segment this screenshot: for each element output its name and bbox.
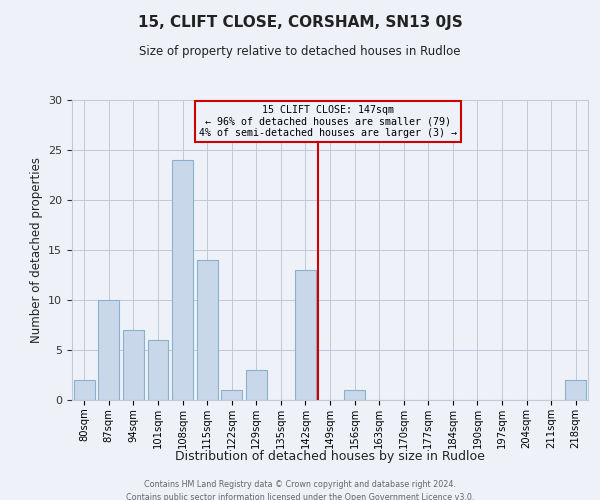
Bar: [295, 270, 316, 400]
Text: Contains HM Land Registry data © Crown copyright and database right 2024.: Contains HM Land Registry data © Crown c…: [144, 480, 456, 489]
Text: 15 CLIFT CLOSE: 147sqm
← 96% of detached houses are smaller (79)
4% of semi-deta: 15 CLIFT CLOSE: 147sqm ← 96% of detached…: [199, 105, 457, 138]
Bar: [98, 300, 119, 400]
Bar: [221, 390, 242, 400]
Bar: [344, 390, 365, 400]
Bar: [74, 380, 95, 400]
Text: Contains public sector information licensed under the Open Government Licence v3: Contains public sector information licen…: [126, 492, 474, 500]
Text: Size of property relative to detached houses in Rudloe: Size of property relative to detached ho…: [139, 45, 461, 58]
Y-axis label: Number of detached properties: Number of detached properties: [29, 157, 43, 343]
Bar: [123, 330, 144, 400]
Bar: [197, 260, 218, 400]
Bar: [246, 370, 267, 400]
Bar: [148, 340, 169, 400]
Text: Distribution of detached houses by size in Rudloe: Distribution of detached houses by size …: [175, 450, 485, 463]
Bar: [565, 380, 586, 400]
Text: 15, CLIFT CLOSE, CORSHAM, SN13 0JS: 15, CLIFT CLOSE, CORSHAM, SN13 0JS: [137, 15, 463, 30]
Bar: [172, 160, 193, 400]
